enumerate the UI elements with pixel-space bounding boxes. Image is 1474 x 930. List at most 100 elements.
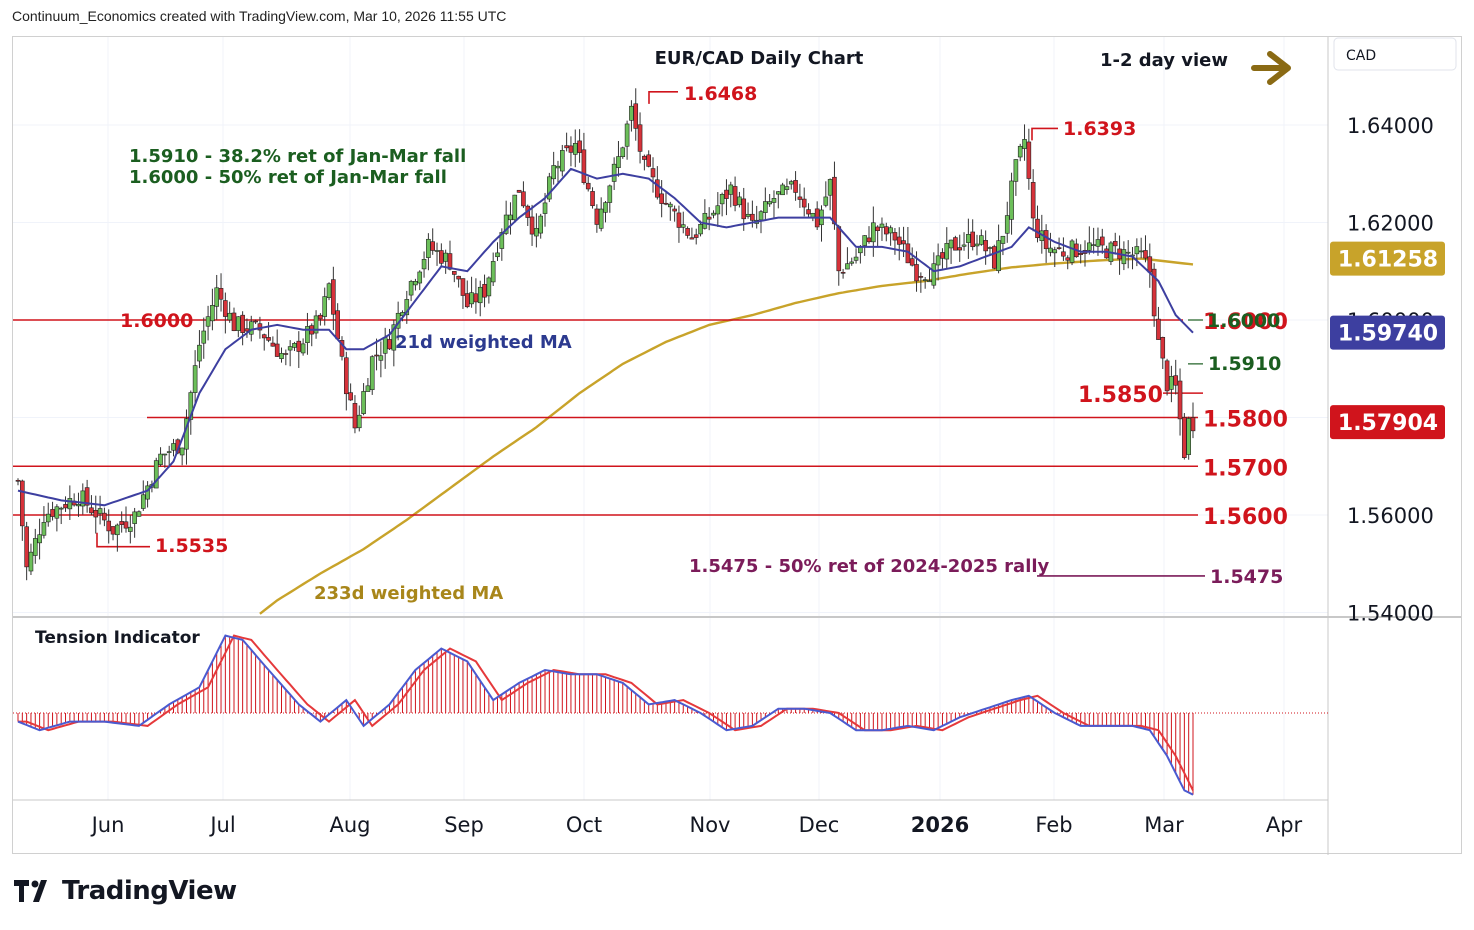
candle [67,485,73,521]
candle [970,219,975,251]
high-oct-marker [648,91,678,104]
fib-382-label: 1.5910 - 38.2% ret of Jan-Mar fall [129,146,466,167]
candle-body [598,208,604,229]
candle [171,438,176,457]
candle-body [788,181,794,185]
candle [1069,239,1075,266]
candle [862,235,867,256]
candle [244,318,250,338]
candle-body [37,534,42,544]
candle-body [63,504,68,509]
candle [711,210,716,219]
candle-body [672,208,677,212]
candle [128,515,133,544]
candle [728,181,734,208]
price-badge [1330,241,1445,276]
candle [166,445,172,468]
candle [767,193,772,207]
candle [581,132,587,185]
candle [685,226,690,239]
candle [356,405,362,432]
candle-body [1164,360,1170,392]
fib-50-label: 1.6000 - 50% ret of Jan-Mar fall [129,167,447,188]
candle [642,154,647,171]
candle [1125,240,1131,269]
candle-body [473,293,479,303]
candle-body [464,293,470,308]
candle-body [667,203,673,208]
candle-body [322,296,328,317]
candle-body [538,215,544,234]
candle-body [650,168,656,178]
candle-body [840,271,846,274]
candle-body [318,314,323,320]
candle [529,204,535,246]
candle-body [387,339,392,350]
candle-body [1112,241,1118,247]
candle [672,205,677,222]
candle-body [845,263,850,270]
candle-body [590,191,595,207]
candle [1004,201,1010,243]
candle [292,341,297,352]
candle-body [1069,240,1075,263]
candle [322,287,328,326]
candle [417,270,423,291]
candle [439,243,444,268]
candle-body [1052,249,1058,254]
candle-body [1186,418,1191,455]
candle-body [996,240,1001,272]
candle-body [1134,246,1140,255]
y-tick-label: 1.54000 [1347,602,1434,626]
candle [737,191,742,208]
candle [24,521,29,581]
right-6000-label: 1.6000 [1207,310,1280,332]
tradingview-logo-icon [14,880,47,902]
candle-body [646,154,651,167]
candle-body [516,189,522,193]
x-tick-label: Oct [566,813,602,837]
candle-body [629,105,634,121]
candle [1009,172,1014,235]
candle-body [983,240,988,252]
candle [344,351,349,411]
candle [896,227,902,261]
candle-body [793,180,798,193]
candle-body [128,526,133,532]
x-tick-label: Jun [90,813,125,837]
level-label: 1.5800 [1203,408,1288,433]
candle-body [1099,236,1105,246]
ma21-path [17,167,1194,507]
candle-body [1061,251,1066,257]
candle-body [633,103,639,129]
y-tick-label: 1.64000 [1347,114,1434,138]
candle [205,305,211,341]
candles [15,88,1196,581]
candle-body [564,145,569,149]
candle-body [927,280,932,283]
candle-body [706,216,712,220]
candle [460,278,466,309]
candle [110,526,116,541]
candle [689,227,695,240]
candle-body [987,247,993,249]
candle-body [248,321,254,335]
candle [313,310,319,339]
candle [979,229,984,246]
candle [585,176,591,192]
candle-body [434,250,440,252]
candle-body [292,343,297,348]
candle-body [607,185,613,203]
candle [1078,244,1083,264]
candle-body [935,255,941,266]
candle [849,257,855,266]
candle [1074,238,1079,258]
candle [348,383,353,401]
candle [788,179,794,190]
candle-body [888,227,893,234]
candle-body [266,337,271,341]
candle [944,227,950,269]
candle [248,315,254,342]
candle-body [901,240,906,245]
